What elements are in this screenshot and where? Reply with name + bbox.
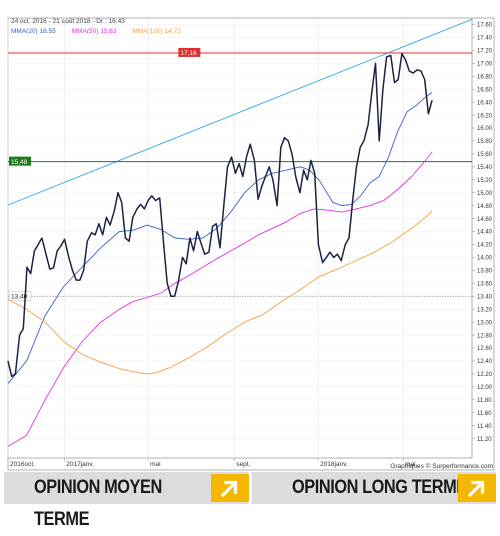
y-tick-label: 13.60: [477, 281, 493, 287]
y-tick-label: 17.40: [477, 36, 493, 42]
level-label: 15,48: [11, 159, 28, 166]
opinion-moyen-terme-label: OPINION MOYEN TERME: [34, 477, 162, 530]
y-tick-label: 16.00: [477, 126, 493, 132]
y-tick-label: 14.00: [477, 256, 493, 262]
y-tick-label: 16.40: [477, 100, 493, 106]
stock-chart: 24 oct. 2016 - 21 août 2018 - Dr : 16.43…: [7, 17, 495, 471]
x-tick-label: mai: [405, 461, 415, 468]
legend-entry: MMA(20) 16.55: [11, 28, 56, 35]
legend-entry: MMA(100) 14.72: [132, 28, 181, 35]
arrow-up-right-icon: [211, 474, 249, 502]
level-lines-layer: 17,16 15,48 13,40: [8, 47, 472, 301]
y-tick-label: 16.60: [477, 87, 493, 93]
y-tick-label: 13.00: [477, 320, 493, 326]
y-tick-label: 16.80: [477, 74, 493, 80]
y-tick-label: 12.40: [477, 359, 493, 365]
series-line: [7, 151, 433, 447]
level-label-box: [8, 290, 32, 301]
y-tick-label: 17.60: [477, 23, 493, 29]
y-tick-label: 15.60: [477, 152, 493, 158]
level-label-box: [9, 156, 31, 166]
series-layer: [7, 52, 433, 447]
y-tick-label: 11.80: [477, 398, 492, 404]
y-tick-label: 13.40: [477, 294, 493, 300]
y-tick-label: 13.80: [477, 269, 493, 275]
y-tick-label: 15.00: [477, 191, 493, 197]
x-tick-label: 2016oct.: [10, 461, 35, 468]
y-tick-label: 15.80: [477, 139, 493, 145]
opinion-long-terme: OPINION LONG TERME: [252, 472, 496, 504]
y-tick-label: 14.80: [477, 204, 493, 210]
plot-frame: [7, 17, 495, 471]
y-tick-label: 14.20: [477, 243, 493, 249]
level-label: 17,16: [180, 50, 197, 57]
chart-header: 24 oct. 2016 - 21 août 2018 - Dr : 16.43: [11, 18, 125, 25]
y-tick-label: 12.00: [477, 385, 493, 391]
y-tick-label: 11.20: [477, 437, 492, 443]
y-tick-label: 17.00: [477, 61, 493, 67]
opinion-long-terme-label: OPINION LONG TERME: [292, 477, 467, 498]
trendline: [7, 18, 473, 206]
chart-legend: MMA(20) 16.55 MMA(50) 15.63 MMA(100) 14.72: [11, 28, 181, 35]
legend-entry: MMA(50) 15.63: [72, 28, 117, 35]
y-tick-label: 12.60: [477, 346, 493, 352]
y-tick-label: 15.40: [477, 165, 493, 171]
y-tick-label: 16.20: [477, 113, 493, 119]
y-tick-label: 11.60: [477, 411, 492, 417]
y-tick-label: 12.20: [477, 372, 493, 378]
x-tick-label: 2018janv.: [320, 461, 348, 468]
y-tick-label: 14.60: [477, 217, 493, 223]
level-label: 13,40: [11, 294, 28, 301]
source-credit: Graphiques © Surperformance.com: [390, 462, 493, 470]
y-tick-label: 15.20: [477, 178, 493, 184]
series-line: [7, 52, 433, 378]
x-tick-label: mai: [150, 461, 160, 468]
y-tick-label: 13.20: [477, 307, 493, 313]
opinion-moyen-terme: OPINION MOYEN TERME: [4, 472, 249, 530]
x-tick-label: 2017janv.: [66, 461, 94, 468]
y-tick-label: 12.80: [477, 333, 493, 339]
arrow-up-right-icon: [458, 474, 496, 502]
y-tick-label: 11.40: [477, 424, 492, 430]
trendline-layer: [7, 18, 473, 206]
x-tick-label: sept.: [236, 461, 250, 468]
level-label-box: [178, 47, 201, 57]
y-tick-label: 14.40: [477, 230, 493, 236]
series-line: [7, 210, 433, 375]
y-tick-label: 17.20: [477, 49, 493, 55]
